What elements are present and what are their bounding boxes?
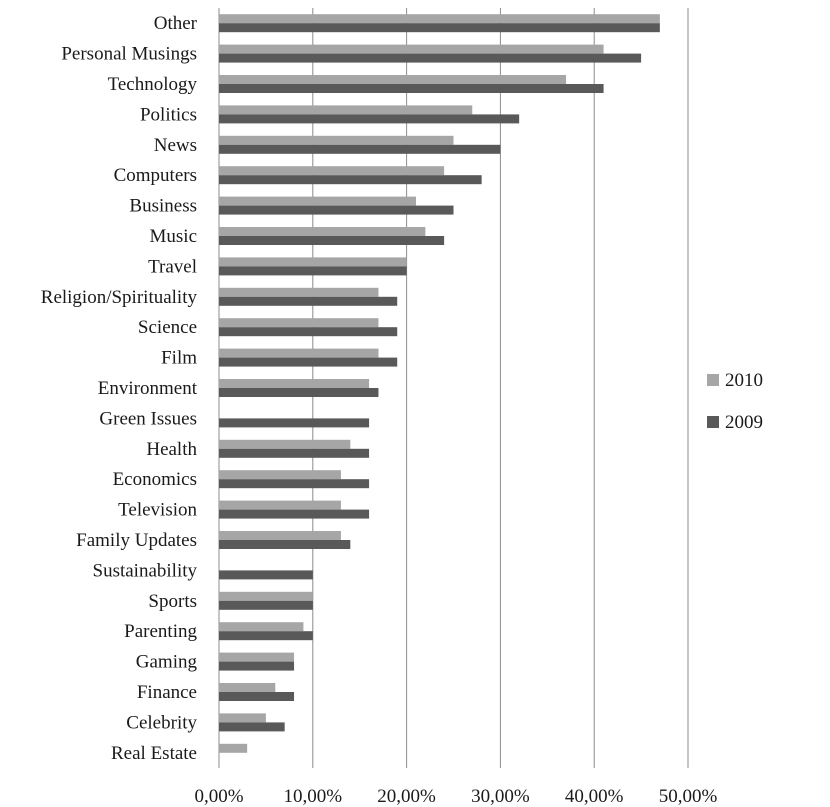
bar-2010 — [219, 257, 407, 267]
bar-2009 — [219, 236, 445, 245]
x-tick-label: 0,00% — [194, 786, 243, 807]
bar-2009 — [219, 418, 370, 428]
bar-2010 — [219, 439, 351, 449]
category-label: Television — [118, 500, 197, 521]
category-label: Religion/Spirituality — [41, 287, 198, 308]
bar-2009 — [219, 205, 454, 215]
bar-2009 — [219, 570, 313, 580]
bar-2010 — [219, 683, 276, 692]
category-label: Finance — [137, 682, 197, 703]
bar-2010 — [219, 743, 248, 753]
category-label: Gaming — [136, 652, 198, 673]
bar-2009 — [219, 661, 295, 671]
bar-2010 — [219, 196, 416, 206]
bar-2010 — [219, 591, 313, 601]
bar-2010 — [219, 287, 379, 297]
bar-2010 — [219, 379, 370, 388]
bar-2010 — [219, 75, 567, 84]
bar-2009 — [219, 540, 351, 549]
bar-2009 — [219, 175, 482, 185]
bar-2009 — [219, 600, 313, 610]
legend-label-2009: 2009 — [725, 412, 763, 433]
bar-2009 — [219, 266, 407, 276]
category-label: Green Issues — [99, 408, 197, 429]
bar-2010 — [219, 44, 604, 54]
bar-2009 — [219, 388, 379, 397]
bar-2009 — [219, 296, 398, 306]
bar-2010 — [219, 652, 295, 662]
category-label: Business — [129, 196, 197, 217]
category-labels: Other Personal Musings Technology Politics N… — [41, 13, 198, 764]
category-label: Science — [138, 317, 197, 338]
category-label: Sustainability — [93, 560, 198, 581]
category-label: Sports — [148, 591, 197, 612]
bar-2010 — [219, 622, 304, 632]
bar-2009 — [219, 327, 398, 337]
legend-label-2010: 2010 — [725, 370, 763, 391]
x-tick-label: 40,00% — [565, 786, 624, 807]
x-tick-label: 50,00% — [659, 786, 718, 807]
bar-2010 — [219, 318, 379, 328]
x-tick-label: 20,00% — [377, 786, 436, 807]
bar-2010 — [219, 713, 266, 723]
bar-2009 — [219, 692, 295, 701]
bar-2010 — [219, 500, 341, 510]
category-label: Computers — [114, 165, 197, 186]
category-label: Other — [154, 13, 198, 34]
gridlines — [218, 8, 689, 768]
category-label: Politics — [140, 104, 197, 125]
legend-swatch-2009 — [707, 416, 719, 428]
bar-2010 — [219, 470, 341, 480]
bars — [219, 14, 660, 753]
category-label: News — [154, 135, 197, 156]
bar-2009 — [219, 114, 520, 124]
category-label: Health — [146, 439, 197, 460]
bar-2009 — [219, 448, 370, 458]
category-label: Parenting — [124, 621, 197, 642]
category-label: Family Updates — [76, 530, 197, 551]
bar-2009 — [219, 479, 370, 489]
bar-2009 — [219, 357, 398, 367]
bar-2009 — [219, 722, 285, 732]
bar-2010 — [219, 14, 660, 24]
category-label: Travel — [148, 256, 197, 277]
category-label: Music — [150, 226, 198, 247]
x-tick-label: 10,00% — [284, 786, 343, 807]
bar-2009 — [219, 23, 660, 33]
category-label: Celebrity — [126, 712, 197, 733]
bar-2010 — [219, 348, 379, 358]
category-label: Real Estate — [111, 743, 197, 764]
legend: 2010 2009 — [707, 370, 763, 433]
bar-2009 — [219, 509, 370, 519]
category-label: Technology — [108, 74, 198, 95]
category-label: Environment — [98, 378, 198, 399]
bar-2010 — [219, 531, 341, 540]
legend-swatch-2010 — [707, 374, 719, 386]
category-label: Film — [161, 348, 197, 369]
category-label: Personal Musings — [61, 44, 197, 65]
bar-2009 — [219, 631, 313, 641]
bar-2009 — [219, 53, 642, 63]
bar-2010 — [219, 166, 445, 176]
x-axis-tick-labels: 0,00% 10,00% 20,00% 30,00% 40,00% 50,00% — [194, 786, 717, 807]
x-tick-label: 30,00% — [471, 786, 530, 807]
bar-2010 — [219, 105, 473, 115]
bar-2009 — [219, 144, 501, 154]
bar-2010 — [219, 135, 454, 145]
category-label: Economics — [113, 469, 197, 490]
bar-2010 — [219, 227, 426, 236]
bar-2009 — [219, 84, 604, 93]
